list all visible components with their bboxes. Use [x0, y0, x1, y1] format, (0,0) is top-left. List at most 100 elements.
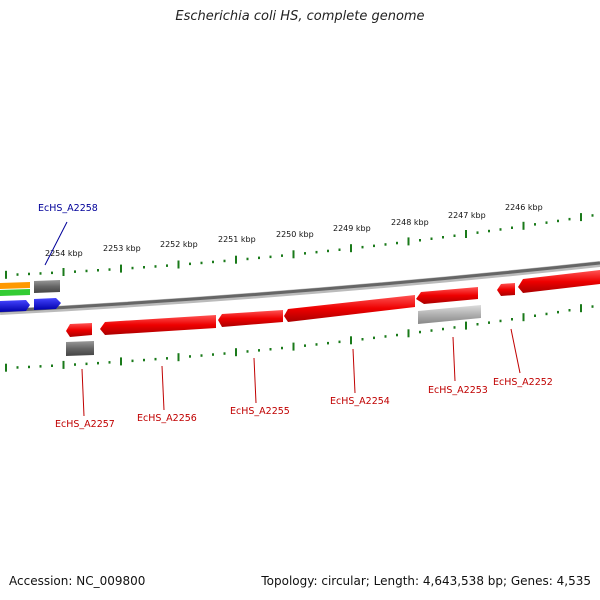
gene-A2254[interactable] — [284, 295, 415, 322]
ruler-minor-tick — [51, 271, 53, 275]
ruler-minor-tick — [499, 319, 502, 323]
ruler-minor-tick — [488, 229, 490, 233]
ruler-minor-tick — [511, 226, 513, 229]
ruler-minor-tick — [442, 236, 444, 239]
gene-A2253[interactable] — [416, 287, 478, 304]
ruler-minor-tick — [591, 214, 594, 217]
ruler-minor-tick — [246, 257, 249, 261]
ruler-minor-tick — [327, 341, 329, 345]
blue-feature-right — [34, 298, 61, 310]
ruler-major-tick — [407, 329, 410, 338]
ruler-minor-tick — [166, 357, 168, 360]
tick-label-2248: 2248 kbp — [391, 218, 429, 227]
ruler-minor-tick — [476, 231, 479, 234]
ruler-minor-tick — [269, 255, 272, 259]
ruler-minor-tick — [430, 237, 433, 240]
tick-label-2247: 2247 kbp — [448, 211, 486, 220]
ruler-minor-tick — [97, 361, 99, 365]
ruler-minor-tick — [28, 365, 30, 369]
upper-ruler — [5, 213, 594, 279]
ruler-labels: 2254 kbp 2253 kbp 2252 kbp 2251 kbp 2250… — [45, 203, 543, 258]
ruler-minor-tick — [154, 357, 157, 361]
ruler-minor-tick — [315, 250, 318, 254]
lower-ruler — [5, 304, 594, 372]
ruler-minor-tick — [373, 336, 375, 340]
orange-feature — [0, 282, 30, 289]
ruler-minor-tick — [373, 244, 375, 248]
ruler-minor-tick — [419, 330, 421, 334]
ruler-minor-tick — [476, 323, 479, 326]
ruler-major-tick — [350, 336, 352, 345]
ruler-minor-tick — [16, 273, 19, 276]
ruler-minor-tick — [131, 359, 134, 363]
ruler-minor-tick — [200, 261, 203, 265]
tick-label-2251: 2251 kbp — [218, 235, 256, 244]
ruler-minor-tick — [545, 221, 548, 224]
ruler-minor-tick — [85, 362, 88, 366]
blue-feature-left — [0, 300, 30, 312]
genome-backbone-edge — [0, 261, 600, 313]
ruler-major-tick — [62, 360, 65, 369]
ruler-major-tick — [292, 342, 295, 351]
tick-label-2252: 2252 kbp — [160, 240, 198, 249]
genome-summary: Topology: circular; Length: 4,643,538 bp… — [261, 574, 591, 588]
ruler-minor-tick — [384, 335, 387, 338]
ruler-minor-tick — [488, 321, 490, 324]
ruler-minor-tick — [154, 265, 157, 268]
label-A2257[interactable]: EcHS_A2257 — [55, 419, 115, 430]
label-A2252[interactable]: EcHS_A2252 — [493, 377, 553, 388]
ruler-minor-tick — [327, 249, 329, 253]
ruler-minor-tick — [591, 305, 594, 308]
ruler-minor-tick — [430, 329, 433, 332]
ruler-minor-tick — [39, 272, 42, 275]
label-A2255[interactable]: EcHS_A2255 — [230, 406, 290, 417]
ruler-minor-tick — [568, 309, 571, 312]
ruler-minor-tick — [74, 270, 76, 273]
ruler-minor-tick — [166, 264, 168, 267]
gene-dark-gray[interactable] — [66, 341, 94, 356]
ruler-minor-tick — [189, 262, 191, 266]
gene-A2257[interactable] — [66, 323, 92, 337]
ruler-minor-tick — [223, 352, 226, 355]
ruler-minor-tick — [511, 318, 513, 321]
gene-A2255[interactable] — [218, 310, 283, 327]
ruler-major-tick — [522, 221, 525, 230]
ruler-minor-tick — [557, 219, 559, 223]
label-A2253[interactable]: EcHS_A2253 — [428, 385, 488, 396]
ruler-minor-tick — [258, 349, 260, 352]
ruler-minor-tick — [212, 353, 214, 356]
ruler-minor-tick — [338, 248, 341, 251]
tick-label-2250: 2250 kbp — [276, 230, 314, 239]
ruler-major-tick — [292, 250, 295, 259]
gene-A2252[interactable] — [518, 270, 600, 293]
ruler-minor-tick — [108, 361, 111, 364]
ruler-minor-tick — [396, 241, 398, 245]
ruler-minor-tick — [453, 234, 456, 237]
ruler-minor-tick — [189, 355, 191, 358]
ruler-minor-tick — [534, 314, 536, 317]
ruler-minor-tick — [568, 217, 571, 221]
ruler-minor-tick — [85, 269, 88, 273]
ruler-minor-tick — [534, 223, 536, 226]
ruler-minor-tick — [453, 326, 456, 329]
ruler-major-tick — [120, 357, 122, 366]
ruler-major-tick — [120, 264, 122, 273]
ruler-minor-tick — [131, 266, 134, 270]
label-A2258[interactable]: EcHS_A2258 — [38, 203, 98, 214]
ruler-minor-tick — [419, 239, 421, 242]
ruler-major-tick — [62, 268, 65, 276]
gene-light-gray[interactable] — [418, 305, 481, 324]
label-A2256[interactable]: EcHS_A2256 — [137, 413, 197, 424]
gene-A2256[interactable] — [100, 315, 216, 335]
ruler-minor-tick — [361, 338, 364, 341]
gene-A2252-small[interactable] — [497, 283, 515, 296]
ruler-minor-tick — [315, 343, 318, 346]
ruler-minor-tick — [28, 272, 30, 276]
ruler-major-tick — [465, 321, 467, 330]
ruler-minor-tick — [281, 254, 283, 257]
ruler-major-tick — [580, 304, 582, 313]
gene-A2258[interactable] — [34, 280, 60, 293]
label-A2254[interactable]: EcHS_A2254 — [330, 396, 390, 407]
ruler-major-tick — [5, 270, 7, 279]
